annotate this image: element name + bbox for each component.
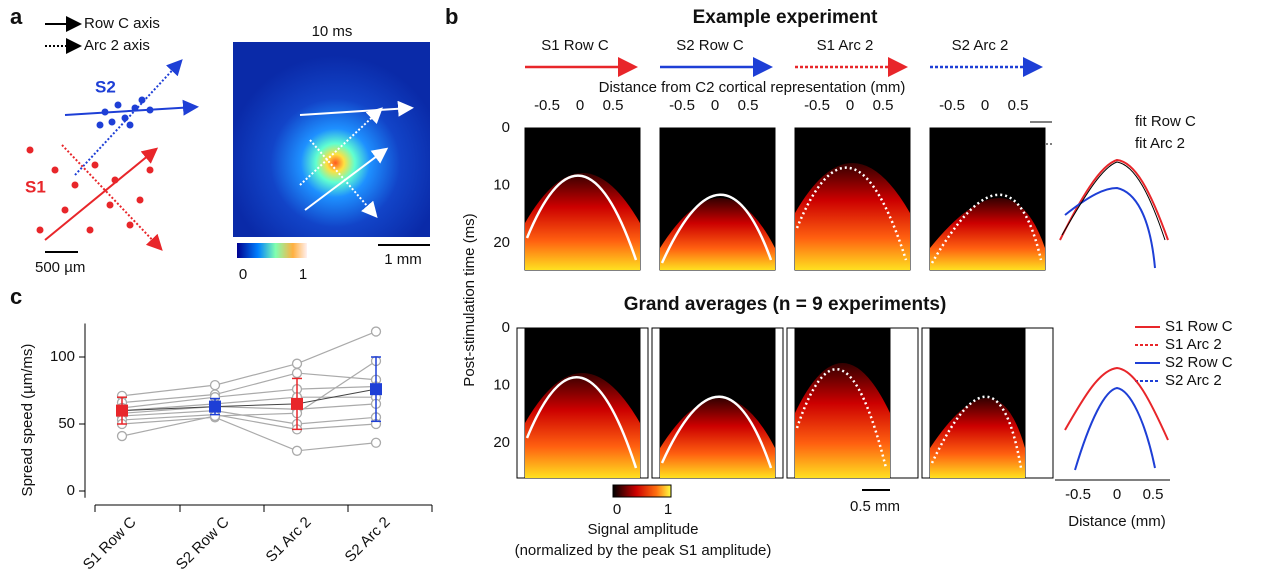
legend-label: Row C axis <box>84 15 160 32</box>
colorbar-tick: 0 <box>613 501 621 518</box>
x-tick-label: 0.5 <box>1143 486 1164 503</box>
scale-label: 0.5 mm <box>850 498 900 515</box>
x-tick-label: 0 <box>981 97 989 114</box>
legend-label: fit Row C <box>1135 113 1196 130</box>
colorbar-note: (normalized by the peak S1 amplitude) <box>515 542 772 559</box>
legend-label: Arc 2 axis <box>84 37 150 54</box>
y-tick-label: 10 <box>493 376 510 393</box>
x-tick-label: 0.5 <box>738 97 759 114</box>
y-tick-label: 0 <box>67 482 75 499</box>
condition-label: S1 Row C <box>541 37 609 54</box>
experiment-line <box>122 417 215 424</box>
experiment-point <box>293 359 302 368</box>
image <box>233 42 430 237</box>
legend-label: S2 Arc 2 <box>1165 372 1222 389</box>
mean-marker <box>116 405 128 417</box>
experiment-point <box>293 446 302 455</box>
colorbar-tick: 1 <box>664 501 672 518</box>
y-tick-label: 0 <box>502 119 510 136</box>
x-tick-label: -0.5 <box>939 97 965 114</box>
experiment-line <box>297 404 376 409</box>
y-tick-label: 100 <box>50 348 75 365</box>
experiment-point <box>118 432 127 441</box>
x-tick-label: S1 Row C <box>80 514 140 574</box>
experiment-line <box>215 397 297 404</box>
condition-label: S1 Arc 2 <box>817 37 874 54</box>
mean-line <box>297 389 376 404</box>
mean-marker <box>291 398 303 410</box>
s1-label: S1 <box>25 177 46 196</box>
panel-label: c <box>10 284 22 309</box>
experiment-line <box>122 385 215 396</box>
x-tick-label: 0 <box>576 97 584 114</box>
time-label: 10 ms <box>312 23 353 40</box>
mean-marker <box>209 401 221 413</box>
x-tick-label: 0 <box>1113 486 1121 503</box>
x-tick-label: S1 Arc 2 <box>263 514 315 566</box>
experiment-point <box>211 381 220 390</box>
experiment-line <box>215 373 297 394</box>
legend-label: S1 Row C <box>1165 318 1233 335</box>
condition-label: S2 Row C <box>676 37 744 54</box>
experiment-line <box>297 443 376 451</box>
legend-label: S2 Row C <box>1165 354 1233 371</box>
x-tick-label: 0.5 <box>1008 97 1029 114</box>
x-axis-label: Distance from C2 cortical representation… <box>599 79 906 96</box>
experiment-point <box>372 438 381 447</box>
y-tick-label: 10 <box>493 176 510 193</box>
x-tick-label: -0.5 <box>804 97 830 114</box>
experiment-line <box>297 373 376 380</box>
mean-marker <box>370 383 382 395</box>
x-tick-label: 0 <box>711 97 719 114</box>
experiment-point <box>372 327 381 336</box>
heatmaps: S1 Row C -0.5 0 0.5 S2 Row C -0.5 0 0.5 S1 Arc 2… <box>493 37 1053 478</box>
y-axis-label: Post-stimulation time (ms) <box>461 213 478 386</box>
colorbar-tick: 1 <box>299 266 307 283</box>
experiment-point <box>293 369 302 378</box>
experiment-line <box>215 407 297 410</box>
panel-label: b <box>445 4 458 29</box>
mean-line <box>215 404 297 407</box>
experiment-line <box>297 424 376 429</box>
legend-label: fit Arc 2 <box>1135 135 1185 152</box>
x-tick-label: -0.5 <box>669 97 695 114</box>
colorbar-label: Signal amplitude <box>588 521 699 538</box>
y-tick-label: 50 <box>58 415 75 432</box>
x-axis-label: Distance (mm) <box>1068 513 1166 530</box>
s2-label: S2 <box>95 77 116 96</box>
panel-label: a <box>10 4 23 29</box>
scale-label: 500 µm <box>35 259 85 276</box>
x-tick-label: S2 Arc 2 <box>342 514 394 566</box>
experiment-line <box>215 413 297 416</box>
experiment-line <box>215 364 297 385</box>
y-tick-label: 0 <box>502 319 510 336</box>
y-axis-label: Spread speed (µm/ms) <box>19 344 36 497</box>
title: Grand averages (n = 9 experiments) <box>624 294 947 315</box>
condition-label: S2 Arc 2 <box>952 37 1009 54</box>
x-tick-label: S2 Row C <box>173 514 233 574</box>
x-tick-label: 0 <box>846 97 854 114</box>
x-tick-label: -0.5 <box>1065 486 1091 503</box>
title: Example experiment <box>693 7 878 28</box>
legend-label: S1 Arc 2 <box>1165 336 1222 353</box>
x-tick-label: -0.5 <box>534 97 560 114</box>
x-tick-label: 0.5 <box>603 97 624 114</box>
experiment-line <box>215 389 297 397</box>
y-tick-label: 20 <box>493 434 510 451</box>
experiment-line <box>297 332 376 364</box>
figure: a Row C axis Arc 2 axis S2 S1 500 µm 10 … <box>0 0 1261 577</box>
scale-label: 1 mm <box>384 251 422 268</box>
x-tick-label: 0.5 <box>873 97 894 114</box>
speed-chart: 0 50 100 S1 Row C S2 Row C S1 Arc 2 S2 Arc 2 <box>50 324 432 574</box>
y-tick-label: 20 <box>493 234 510 251</box>
experiment-line <box>297 417 376 424</box>
colorbar-tick: 0 <box>239 266 247 283</box>
